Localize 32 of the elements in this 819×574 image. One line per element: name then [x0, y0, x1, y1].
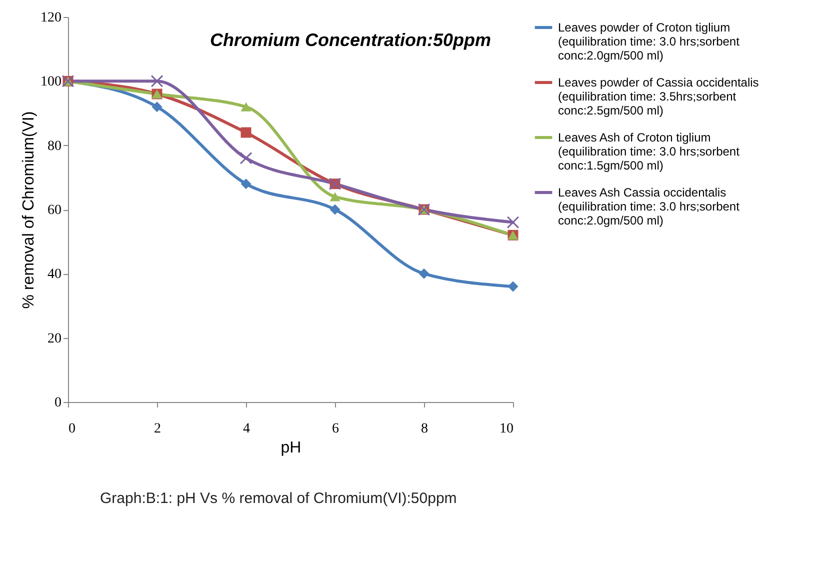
- x-tick-label: 2: [154, 422, 161, 436]
- x-tick-label: 10: [500, 422, 514, 436]
- y-tick-label: 40: [48, 267, 62, 282]
- point: [240, 178, 252, 190]
- y-tick-label: 100: [40, 74, 62, 90]
- x-tick-label: 0: [68, 422, 76, 436]
- point: [330, 204, 340, 215]
- y-axis-title: % removal of Chromium(VI): [20, 111, 38, 309]
- text: Graph:B:1: pH Vs % removal of Chromium(VI):50ppm: [100, 490, 457, 507]
- point: [240, 102, 252, 112]
- x-tick-label: 4: [243, 422, 250, 436]
- point: [506, 216, 520, 229]
- legend-label: Leaves Ash of Croton tiglium (equilibration time: 3.0 hrs;sorbent conc:1.5gm/500 ml): [558, 130, 740, 172]
- legend-label: Leaves Ash Cassia occidentalis (equilibration time: 3.0 hrs;sorbent conc:2.0gm/500 ml): [558, 186, 740, 228]
- point: [508, 281, 518, 292]
- y-tick-label: 20: [48, 331, 62, 346]
- point: [240, 127, 252, 138]
- point: [152, 102, 162, 112]
- point: [418, 268, 430, 279]
- text: Chromium Concentration:50ppm: [210, 30, 492, 50]
- point: [330, 192, 340, 202]
- point: [150, 74, 164, 88]
- x-axis-title: pH: [280, 440, 302, 456]
- point: [240, 152, 252, 164]
- legend-label: Leaves powder of Cassia occidentalis (equilibration time: 3.5hrs;sorbent conc:2.5gm/500 ml): [558, 76, 759, 118]
- y-tick-label: 80: [48, 138, 62, 154]
- y-tick-label: 120: [40, 10, 62, 26]
- x-tick-label: 8: [421, 422, 428, 436]
- legend-label: Leaves powder of Croton tiglium (equilibration time: 3.0 hrs;sorbent conc:2.0gm/500 ml): [558, 20, 740, 62]
- x-tick-label: 6: [332, 422, 339, 436]
- y-tick-label: 0: [54, 396, 62, 410]
- y-tick-label: 60: [48, 203, 62, 218]
